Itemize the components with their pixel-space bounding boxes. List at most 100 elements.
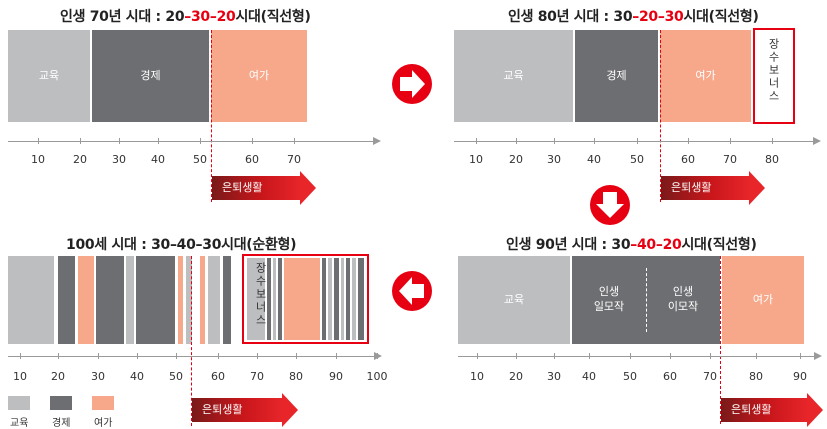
segment-economy <box>136 256 175 344</box>
tick <box>477 353 478 359</box>
tick-label: 60 <box>211 370 225 383</box>
title-dash2: – <box>655 237 663 253</box>
age-axis <box>8 141 373 142</box>
age-axis <box>454 141 813 142</box>
retirement-line <box>660 30 661 202</box>
tick-label: 60 <box>245 153 259 166</box>
segment-education <box>186 256 192 344</box>
tick <box>554 353 555 359</box>
tick <box>257 353 258 359</box>
axis-arrow-icon <box>814 352 822 360</box>
segment-life-second: 인생 이모작 <box>667 285 699 313</box>
segment-education <box>8 256 54 344</box>
retirement-label: 은퇴생활 <box>192 398 284 422</box>
tick-label: 50 <box>193 153 207 166</box>
segment-education <box>208 256 220 344</box>
tick <box>98 353 99 359</box>
segment-economy <box>278 258 282 340</box>
longevity-bonus-box <box>753 28 795 124</box>
tick-label: 50 <box>630 153 644 166</box>
segment-education <box>273 258 276 340</box>
tick <box>756 353 757 359</box>
retirement-label: 은퇴생활 <box>212 176 302 200</box>
tick <box>594 138 595 144</box>
tick-label: 70 <box>287 153 301 166</box>
title-n1: 20 <box>165 9 185 25</box>
segment-education: 교육 <box>454 30 573 122</box>
tick-label: 30 <box>547 370 561 383</box>
retirement-arrow: 은퇴생활 <box>721 393 823 427</box>
tick-label: 40 <box>151 153 165 166</box>
age-axis <box>458 356 814 357</box>
tick-label: 40 <box>130 370 144 383</box>
title-dash1: – <box>632 9 639 25</box>
tick-label: 70 <box>250 370 264 383</box>
tick-label: 40 <box>582 370 596 383</box>
retirement-arrow: 은퇴생활 <box>661 171 765 205</box>
panel-80-title: 인생 80년 시대 : 30–20–30시대(직선형) <box>508 6 759 26</box>
segment-economy <box>346 258 350 340</box>
title-suffix: 시대(직선형) <box>235 9 311 25</box>
longevity-bonus-label: 장수보너스 <box>254 262 267 327</box>
tick <box>38 138 39 144</box>
tick <box>80 138 81 144</box>
segment-education <box>247 258 265 340</box>
title-suffix: 시대(직선형) <box>681 237 757 253</box>
tick-label: 60 <box>663 370 677 383</box>
segment-education: 교육 <box>8 30 90 122</box>
tick-label: 30 <box>112 153 126 166</box>
title-dash1: – <box>630 237 637 253</box>
age-axis <box>8 356 374 357</box>
arrow-right-icon <box>392 64 432 104</box>
title-dash1: – <box>184 9 191 25</box>
retirement-arrow-tip-icon <box>807 393 823 427</box>
tick <box>630 353 631 359</box>
segment-leisure: 여가 <box>211 30 307 122</box>
tick <box>377 353 378 359</box>
retirement-arrow: 은퇴생활 <box>192 393 298 427</box>
segment-economy <box>267 258 271 340</box>
title-n2: 20 <box>638 9 658 25</box>
tick-label: 30 <box>91 370 105 383</box>
title-prefix: 인생 80년 시대 : <box>508 9 614 25</box>
tick <box>252 138 253 144</box>
panel-70-title: 인생 70년 시대 : 20–30–20시대(직선형) <box>60 6 311 26</box>
tick-label: 60 <box>681 153 695 166</box>
segment-education <box>341 258 344 340</box>
title-n2: 30 <box>190 9 210 25</box>
segment-leisure <box>284 258 320 340</box>
retirement-line <box>720 256 721 424</box>
tick <box>516 353 517 359</box>
segment-leisure: 여가 <box>722 256 804 344</box>
tick-label: 80 <box>749 370 763 383</box>
segment-economy <box>96 256 124 344</box>
title-n1: 30 <box>611 237 631 253</box>
legend-swatch-education <box>8 396 30 410</box>
tick <box>772 138 773 144</box>
title-n1: 30 <box>613 9 633 25</box>
tick <box>20 353 21 359</box>
arrow-down-icon <box>590 185 630 225</box>
legend-label-education: 교육 <box>10 418 29 429</box>
tick <box>516 138 517 144</box>
title-prefix: 인생 70년 시대 : <box>60 9 166 25</box>
segment-life-first: 인생 일모작 <box>593 285 625 313</box>
segment-economy <box>358 258 364 340</box>
tick <box>554 138 555 144</box>
tick-label: 80 <box>765 153 779 166</box>
tick <box>800 353 801 359</box>
retirement-line <box>191 256 192 426</box>
tick-label: 50 <box>169 370 183 383</box>
segment-economy: 경제 <box>92 30 209 122</box>
title-n3: 20 <box>216 9 236 25</box>
tick <box>58 353 59 359</box>
retirement-label: 은퇴생활 <box>661 176 751 200</box>
segment-education <box>328 258 332 340</box>
tick <box>476 138 477 144</box>
tick-label: 90 <box>329 370 343 383</box>
tick-label: 80 <box>289 370 303 383</box>
tick <box>294 138 295 144</box>
tick <box>710 353 711 359</box>
segment-leisure <box>78 256 94 344</box>
segment-economy <box>223 256 231 344</box>
